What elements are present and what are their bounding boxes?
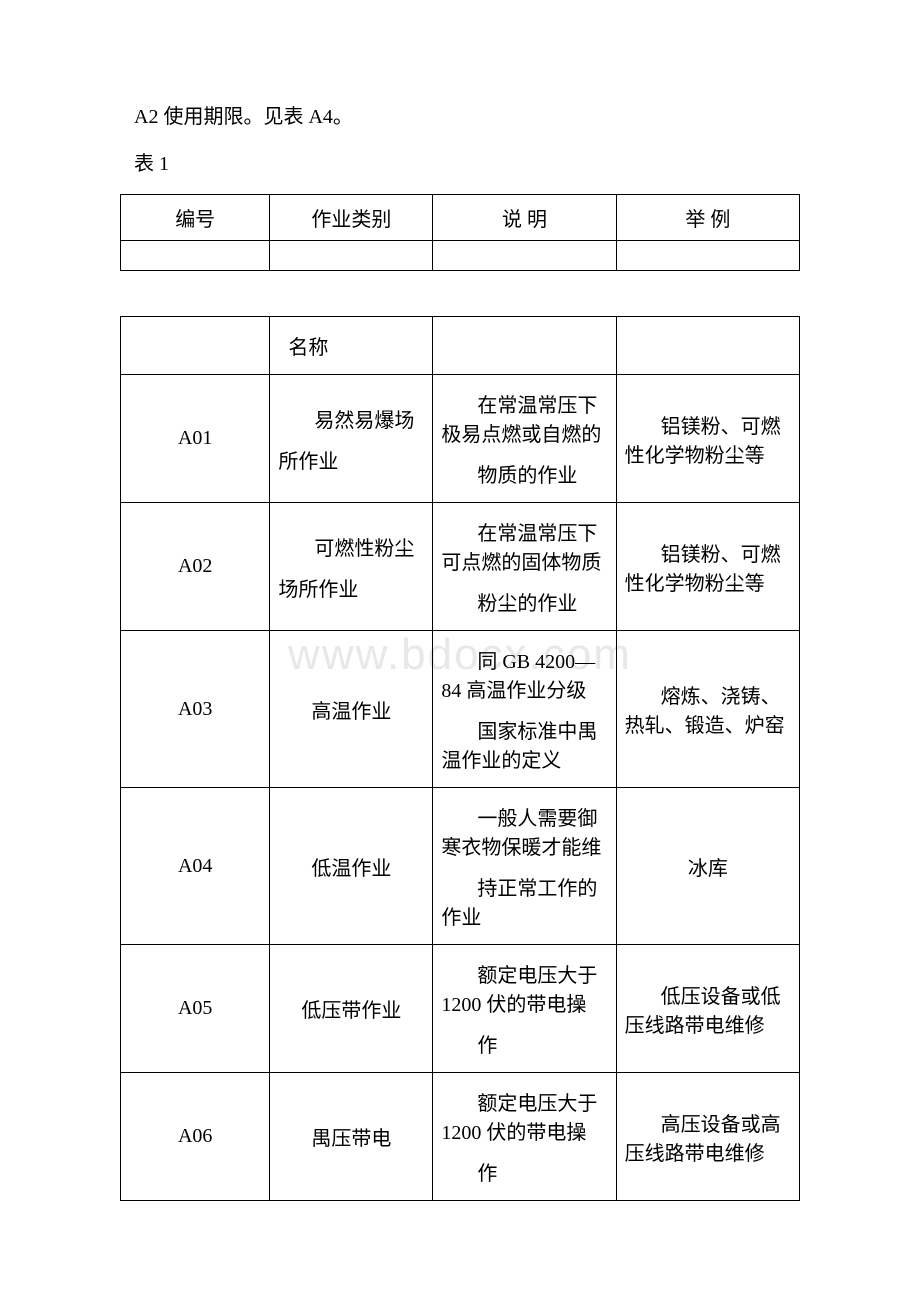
cell-example: 冰库 [616,788,799,945]
cell-id: A02 [121,503,270,631]
table-row: A03 高温作业 同 GB 4200— 84 高温作业分级 国家标准中禺温作业的… [121,631,800,788]
cell-name: 高温作业 [270,631,433,788]
cell-text: 场所作业 [278,573,424,602]
cell-text: 易然易爆场 [278,404,424,433]
cell-text: 一般人需要御寒衣物保暖才能维 [441,802,607,860]
cell-name: 低压带作业 [270,945,433,1073]
table-row: A06 禺压带电 额定电压大于 1200 伏的带电操 作 高压设备或高压线路带电… [121,1073,800,1201]
cell-text: 国家标准中禺温作业的定义 [441,715,607,773]
cell-desc: 额定电压大于 1200 伏的带电操 作 [433,945,616,1073]
table-row [121,241,800,271]
table-main: 名称 A01 易然易爆场 所作业 在常温常压下极易点燃或自燃的 物质的作业 铝镁… [120,316,800,1201]
cell-name: 可燃性粉尘 场所作业 [270,503,433,631]
cell-id: A01 [121,375,270,503]
table-row: 编号 作业类别 说 明 举 例 [121,195,800,241]
cell-text: 在常温常压下极易点燃或自燃的 [441,389,607,447]
empty-cell [433,317,616,375]
intro-line-1: A2 使用期限。见表 A4。 [134,100,800,129]
cell-id: A03 [121,631,270,788]
cell-text: 额定电压大于 1200 伏的带电操 [441,1087,607,1145]
cell-example: 熔炼、浇铸、热轧、锻造、炉窑 [616,631,799,788]
cell-text: 所作业 [278,445,424,474]
cell-id: A05 [121,945,270,1073]
table-row: A01 易然易爆场 所作业 在常温常压下极易点燃或自燃的 物质的作业 铝镁粉、可… [121,375,800,503]
cell-text: 持正常工作的作业 [441,872,607,930]
header-cell-example: 举 例 [616,195,799,241]
cell-example: 高压设备或高压线路带电维修 [616,1073,799,1201]
cell-desc: 在常温常压下极易点燃或自燃的 物质的作业 [433,375,616,503]
header-cell-desc: 说 明 [433,195,616,241]
cell-text: 在常温常压下可点燃的固体物质 [441,517,607,575]
empty-cell [616,317,799,375]
cell-example: 铝镁粉、可燃性化学物粉尘等 [616,503,799,631]
cell-text: 同 GB 4200— 84 高温作业分级 [441,645,607,703]
table-header: 编号 作业类别 说 明 举 例 [120,194,800,271]
table-row: A02 可燃性粉尘 场所作业 在常温常压下可点燃的固体物质 粉尘的作业 铝镁粉、… [121,503,800,631]
empty-cell [270,241,433,271]
cell-desc: 一般人需要御寒衣物保暖才能维 持正常工作的作业 [433,788,616,945]
header-cell-id: 编号 [121,195,270,241]
cell-name: 易然易爆场 所作业 [270,375,433,503]
empty-cell [121,241,270,271]
cell-desc: 在常温常压下可点燃的固体物质 粉尘的作业 [433,503,616,631]
cell-text: 可燃性粉尘 [278,532,424,561]
table-row: A04 低温作业 一般人需要御寒衣物保暖才能维 持正常工作的作业 冰库 [121,788,800,945]
cell-id: A06 [121,1073,270,1201]
cell-name: 低温作业 [270,788,433,945]
cell-text: 额定电压大于 1200 伏的带电操 [441,959,607,1017]
cell-name-header: 名称 [270,317,433,375]
cell-text: 物质的作业 [441,459,607,488]
table-row: A05 低压带作业 额定电压大于 1200 伏的带电操 作 低压设备或低压线路带… [121,945,800,1073]
intro-line-2: 表 1 [134,147,800,176]
cell-desc: 同 GB 4200— 84 高温作业分级 国家标准中禺温作业的定义 [433,631,616,788]
cell-text: 粉尘的作业 [441,587,607,616]
header-cell-category: 作业类别 [270,195,433,241]
table-row: 名称 [121,317,800,375]
cell-id: A04 [121,788,270,945]
cell-text: 作 [441,1157,607,1186]
cell-example: 低压设备或低压线路带电维修 [616,945,799,1073]
cell-example: 铝镁粉、可燃性化学物粉尘等 [616,375,799,503]
empty-cell [121,317,270,375]
cell-text: 作 [441,1029,607,1058]
empty-cell [616,241,799,271]
cell-name: 禺压带电 [270,1073,433,1201]
cell-desc: 额定电压大于 1200 伏的带电操 作 [433,1073,616,1201]
empty-cell [433,241,616,271]
